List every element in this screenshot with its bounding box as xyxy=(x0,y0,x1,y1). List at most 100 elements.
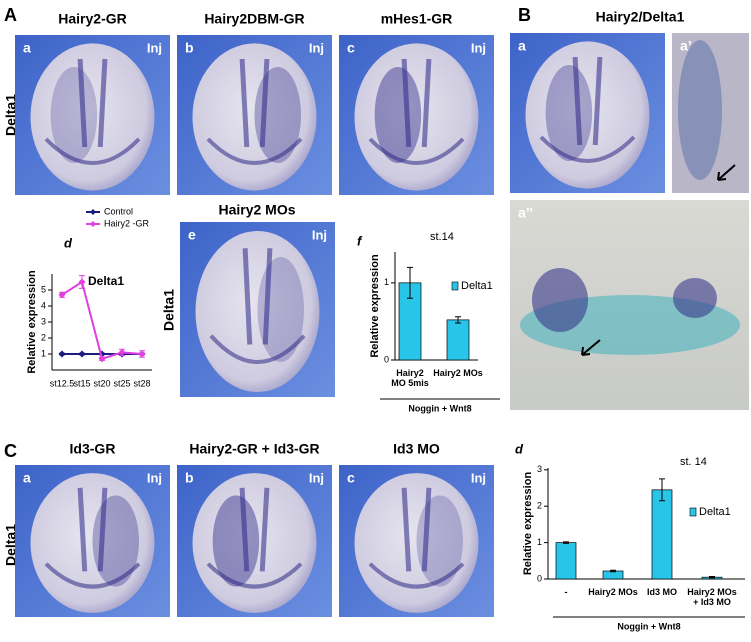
group-label: Noggin + Wnt8 xyxy=(408,403,471,413)
point xyxy=(78,350,86,358)
stain xyxy=(374,67,422,163)
stain xyxy=(257,257,304,362)
image-title: Id3 MO xyxy=(393,441,440,457)
x-tick-label: st25 xyxy=(113,378,130,388)
subpanel-label: e xyxy=(188,227,196,243)
neural-plate xyxy=(242,248,273,345)
stain xyxy=(678,40,722,180)
stain xyxy=(50,67,98,163)
y-tick-label: 3 xyxy=(41,316,46,326)
neural-plate xyxy=(239,487,270,572)
arc-stain xyxy=(368,137,465,165)
stain xyxy=(212,495,260,587)
stain xyxy=(416,495,463,587)
x-tick-label: st28 xyxy=(133,378,150,388)
row-label: Delta1 xyxy=(161,289,177,331)
arc-stain xyxy=(44,137,141,165)
y-tick-label: 0 xyxy=(384,354,389,364)
point xyxy=(98,355,106,363)
error-bar xyxy=(610,569,616,573)
legend-label: Delta1 xyxy=(699,506,731,518)
neural-plate xyxy=(401,58,432,148)
legend-label: Control xyxy=(104,206,133,216)
bar xyxy=(651,489,673,580)
error-bar xyxy=(709,575,715,579)
subpanel-label: a’ xyxy=(680,38,692,54)
error-bar xyxy=(659,478,665,502)
point xyxy=(118,348,126,356)
panel-letter: C xyxy=(4,441,17,461)
point xyxy=(58,291,66,299)
y-axis-label: Relative expression xyxy=(26,270,38,374)
y-tick-label: 1 xyxy=(41,348,46,358)
arrow xyxy=(717,164,736,181)
stain xyxy=(532,268,588,332)
stain xyxy=(92,495,139,587)
inj-tag: Inj xyxy=(309,40,324,55)
x-tick-label: - xyxy=(564,587,568,597)
image-title: Hairy2-GR + Id3-GR xyxy=(189,441,319,457)
y-tick-label: 4 xyxy=(41,300,46,310)
inj-tag: Inj xyxy=(312,227,327,242)
x-tick-label: Hairy2 MOs + Id3 MO xyxy=(687,587,737,607)
bar xyxy=(555,542,577,580)
legend-label: Hairy2 -GR xyxy=(104,218,150,228)
legend-marker xyxy=(90,209,96,215)
neural-plate xyxy=(572,56,603,146)
arc-stain xyxy=(539,135,636,163)
arc-stain xyxy=(368,562,465,589)
arc-stain xyxy=(44,562,141,589)
legend-swatch xyxy=(451,281,459,291)
inj-tag: Inj xyxy=(471,40,486,55)
bar xyxy=(446,319,470,361)
subpanel-label: a xyxy=(23,470,31,486)
photo-background xyxy=(672,33,749,193)
stain xyxy=(254,67,301,163)
error-bar xyxy=(455,316,461,324)
x-tick-label: st15 xyxy=(73,378,90,388)
x-tick-label: st12.5 xyxy=(50,378,75,388)
group-label: Noggin + Wnt8 xyxy=(617,621,680,631)
subpanel-label: c xyxy=(347,470,355,486)
arc-stain xyxy=(206,562,303,589)
series-line xyxy=(61,280,143,361)
panel-letter: B xyxy=(518,5,531,25)
subpanel-label: a’’ xyxy=(518,205,533,221)
subpanel-label: a xyxy=(23,40,31,56)
x-tick-label: Hairy2 MOs xyxy=(588,587,638,597)
neural-plate xyxy=(77,58,108,148)
neural-plate xyxy=(77,487,108,572)
legend-swatch xyxy=(689,507,697,517)
neural-plate xyxy=(401,487,432,572)
inj-tag: Inj xyxy=(147,470,162,485)
subpanel-label: d xyxy=(64,235,73,250)
row-label: Delta1 xyxy=(3,94,19,136)
stain xyxy=(545,65,593,161)
point xyxy=(138,350,146,358)
x-tick-label: st20 xyxy=(93,378,110,388)
subpanel-label: c xyxy=(347,40,355,56)
legend-marker xyxy=(90,221,96,227)
x-tick-label: Hairy2 MOs xyxy=(433,368,483,378)
point xyxy=(78,278,86,286)
neural-plate xyxy=(239,58,270,148)
legend-label: Delta1 xyxy=(461,280,493,292)
y-axis-label: Relative expression xyxy=(369,254,381,358)
chart-title: Delta1 xyxy=(88,274,124,288)
image-title: Hairy2DBM-GR xyxy=(204,11,304,27)
image-title: Hairy2-GR xyxy=(58,11,126,27)
y-tick-label: 2 xyxy=(537,501,542,511)
chart-title: st.14 xyxy=(430,231,454,243)
error-bar xyxy=(407,266,413,299)
subpanel-label: f xyxy=(357,233,363,248)
y-tick-label: 0 xyxy=(537,573,542,583)
image-title: Hairy2 MOs xyxy=(218,202,295,218)
inj-tag: Inj xyxy=(147,40,162,55)
y-tick-label: 2 xyxy=(41,332,46,342)
subpanel-label: a xyxy=(518,38,526,54)
error-bar xyxy=(563,541,569,544)
inj-tag: Inj xyxy=(309,470,324,485)
y-tick-label: 1 xyxy=(537,537,542,547)
